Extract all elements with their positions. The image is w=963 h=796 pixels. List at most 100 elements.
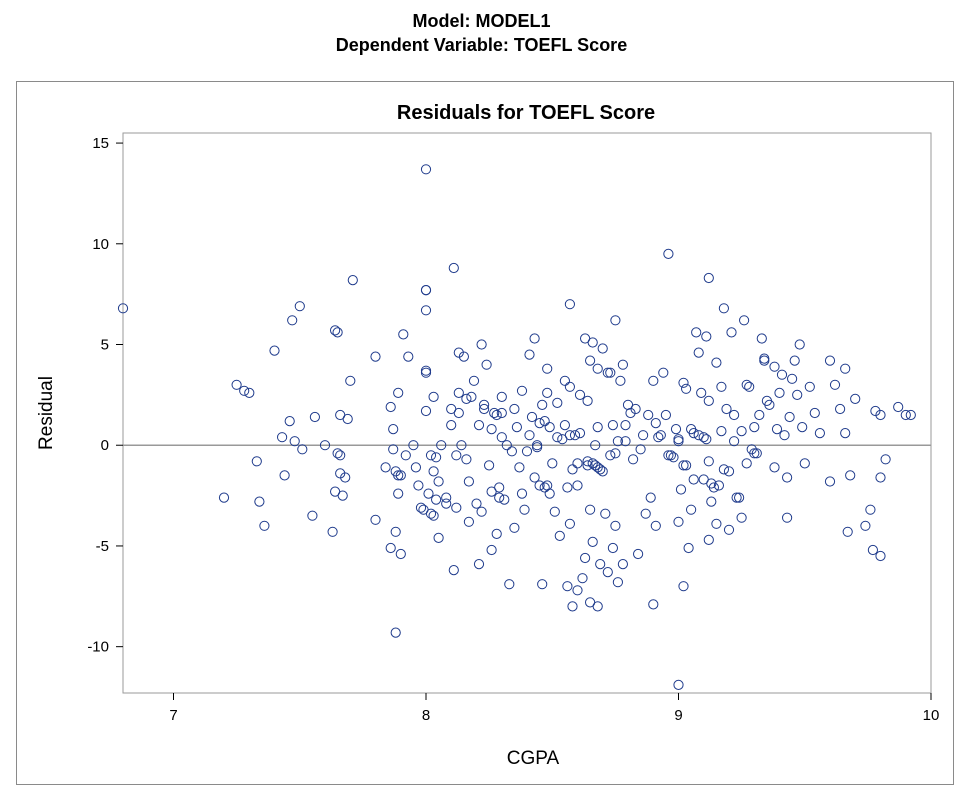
residual-point bbox=[572, 480, 583, 491]
y-tick-label: 5 bbox=[101, 337, 109, 354]
residual-point bbox=[451, 450, 462, 461]
residual-point bbox=[612, 436, 624, 447]
residual-point bbox=[840, 428, 851, 439]
residual-point bbox=[420, 405, 432, 417]
residual-point bbox=[486, 424, 497, 435]
residual-point bbox=[590, 440, 601, 451]
residual-point bbox=[729, 409, 740, 421]
residual-point bbox=[388, 444, 399, 455]
residual-point bbox=[769, 462, 780, 473]
residual-point bbox=[420, 164, 432, 175]
residual-point bbox=[337, 490, 348, 501]
residual-point bbox=[473, 559, 485, 570]
residual-point bbox=[476, 506, 487, 517]
residual-point bbox=[519, 504, 530, 515]
residual-point bbox=[711, 357, 722, 368]
residual-point bbox=[673, 436, 684, 447]
residual-point bbox=[567, 601, 578, 612]
residual-point bbox=[675, 484, 687, 495]
residual-point bbox=[552, 397, 563, 408]
residual-point bbox=[628, 454, 639, 465]
residual-point bbox=[814, 428, 826, 439]
residual-point bbox=[681, 383, 692, 394]
residual-point bbox=[494, 492, 505, 503]
residual-point bbox=[602, 567, 613, 578]
residual-point bbox=[635, 444, 646, 455]
residual-point bbox=[716, 426, 727, 437]
residual-point bbox=[582, 395, 593, 406]
residual-point bbox=[446, 420, 457, 431]
residual-point bbox=[448, 262, 459, 274]
residual-point bbox=[673, 516, 684, 527]
residual-point bbox=[703, 395, 714, 406]
residual-point bbox=[678, 377, 689, 388]
residual-point bbox=[481, 359, 492, 370]
residual-point bbox=[678, 460, 689, 471]
residual-point bbox=[395, 548, 406, 560]
residual-point bbox=[499, 494, 510, 505]
residual-point bbox=[792, 389, 803, 400]
residual-point bbox=[749, 422, 760, 433]
residual-point bbox=[582, 460, 593, 471]
residual-point bbox=[433, 532, 444, 543]
residual-point bbox=[448, 565, 459, 576]
residual-point bbox=[660, 409, 672, 421]
residual-point bbox=[231, 379, 242, 390]
residual-point bbox=[587, 337, 598, 348]
residual-point bbox=[665, 450, 677, 461]
residual-point bbox=[683, 542, 694, 554]
residual-point bbox=[489, 407, 500, 419]
residual-point bbox=[289, 436, 300, 447]
residual-point bbox=[865, 504, 876, 515]
residual-point bbox=[537, 579, 548, 590]
plot-area bbox=[122, 132, 932, 694]
residual-point bbox=[239, 385, 250, 396]
residual-point bbox=[572, 585, 583, 596]
residual-point bbox=[585, 355, 596, 366]
residual-point bbox=[698, 432, 709, 443]
residual-point bbox=[592, 422, 603, 433]
residual-point bbox=[431, 452, 442, 463]
residual-point bbox=[567, 464, 578, 475]
residual-point bbox=[696, 387, 707, 398]
residual-point bbox=[463, 516, 474, 527]
residual-point bbox=[330, 325, 341, 336]
residual-point bbox=[670, 424, 682, 435]
residual-point bbox=[706, 496, 717, 507]
residual-point bbox=[703, 534, 714, 545]
residual-point bbox=[824, 355, 836, 366]
residual-point bbox=[764, 399, 775, 410]
y-tick-label: 0 bbox=[101, 437, 109, 454]
residual-point bbox=[269, 345, 280, 356]
residual-point bbox=[620, 420, 631, 431]
residual-point bbox=[617, 359, 629, 370]
residual-point bbox=[756, 333, 767, 344]
residual-point bbox=[645, 492, 656, 503]
residual-point bbox=[420, 365, 432, 376]
residual-point bbox=[688, 428, 699, 439]
x-tick-label: 10 bbox=[923, 707, 940, 724]
residual-point bbox=[390, 526, 401, 537]
residual-point bbox=[600, 508, 611, 519]
residual-point bbox=[468, 375, 480, 386]
report-title-dependent-variable: Dependent Variable: TOEFL Score bbox=[335, 35, 628, 55]
residual-point bbox=[718, 303, 730, 314]
residual-point bbox=[549, 506, 560, 517]
residual-point bbox=[395, 470, 406, 481]
residual-point bbox=[542, 363, 553, 374]
residual-point bbox=[544, 422, 555, 433]
residual-point bbox=[840, 363, 851, 374]
residual-point bbox=[388, 424, 399, 435]
residual-point bbox=[779, 430, 790, 441]
residual-point bbox=[410, 462, 421, 473]
residual-point bbox=[218, 492, 230, 503]
residual-point bbox=[653, 432, 664, 443]
residual-point bbox=[471, 498, 482, 509]
residual-point bbox=[473, 420, 485, 431]
residual-point bbox=[569, 430, 581, 441]
residual-point bbox=[681, 460, 692, 471]
residual-point bbox=[686, 504, 697, 515]
residual-point bbox=[564, 381, 576, 392]
residual-point bbox=[711, 518, 722, 529]
residual-point bbox=[605, 450, 616, 461]
